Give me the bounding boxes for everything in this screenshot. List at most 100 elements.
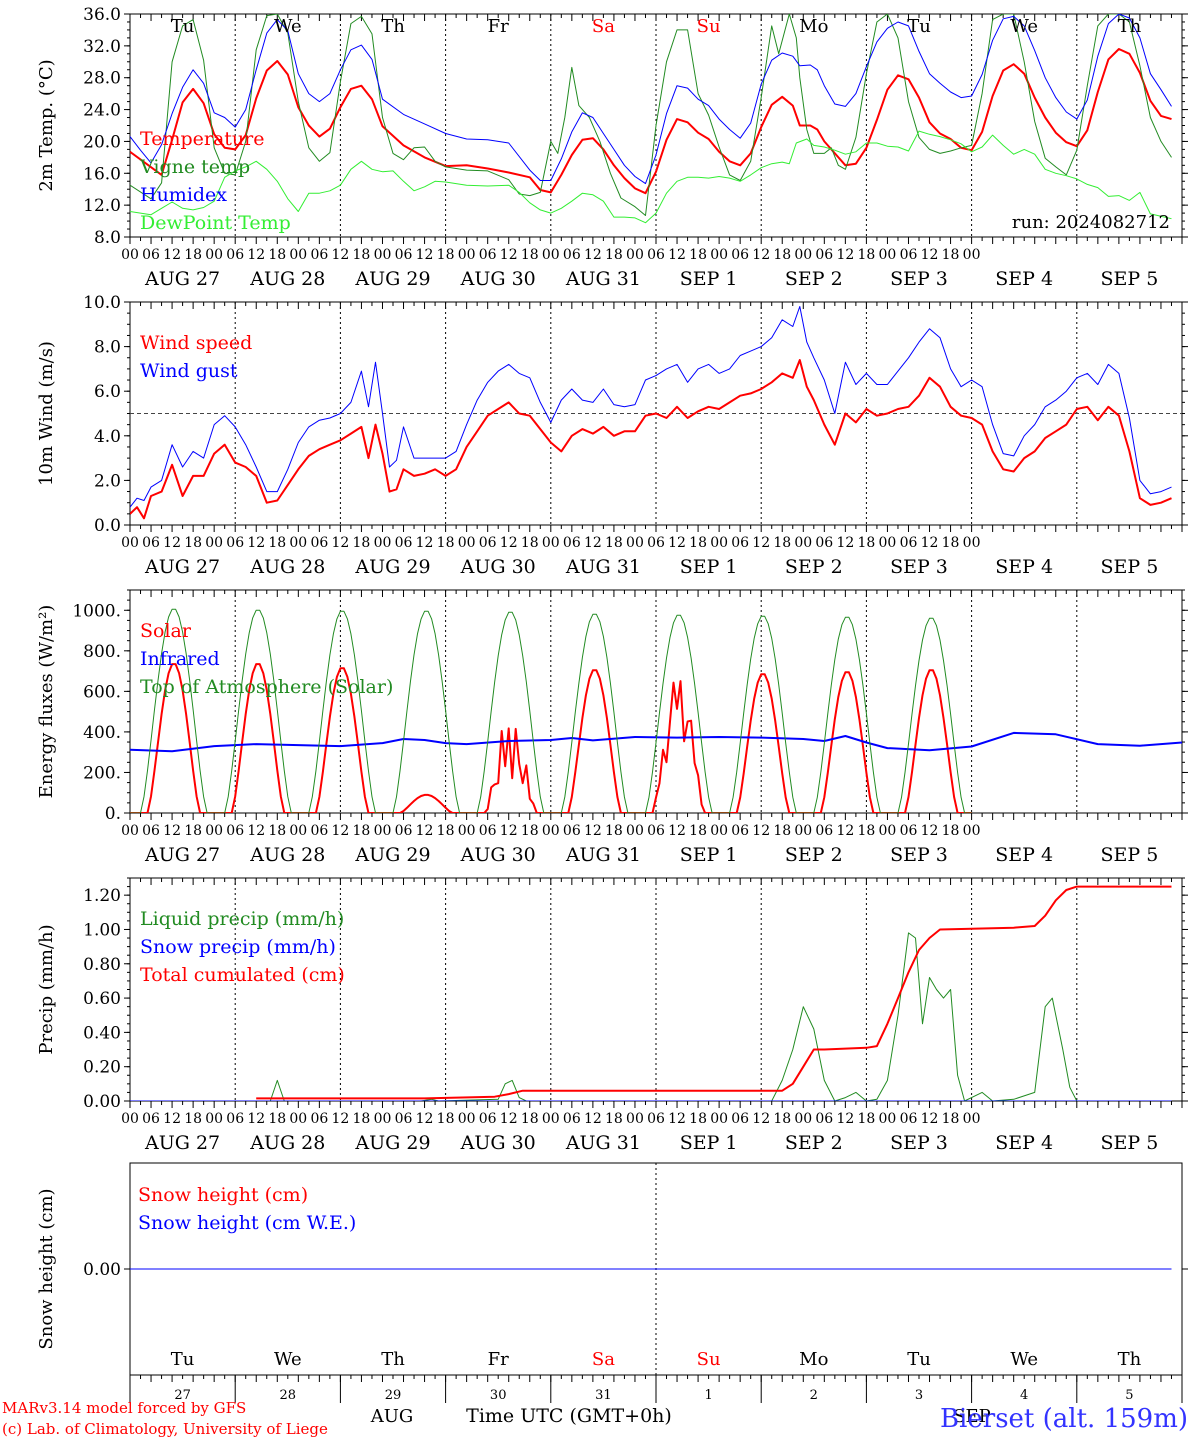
hour-tick-label: 06 (142, 823, 160, 839)
hour-tick-label: 06 (395, 823, 413, 839)
date-label: SEP 4 (995, 1132, 1053, 1154)
hour-tick-label: 18 (773, 535, 791, 551)
hour-tick-label: 18 (689, 1111, 707, 1127)
hour-tick-label: 18 (353, 535, 371, 551)
hour-tick-label: 12 (416, 535, 434, 551)
hour-tick-label: 00 (626, 1111, 644, 1127)
hour-tick-label: 18 (521, 1111, 539, 1127)
weekday-label: Th (1118, 1349, 1142, 1370)
y-tick-label: 400. (83, 723, 121, 743)
hour-tick-label: 00 (626, 247, 644, 263)
series-line-liquid-precip-mm-h- (130, 932, 1172, 1101)
y-tick-label: 12.0 (83, 196, 121, 216)
hour-tick-label: 12 (500, 1111, 518, 1127)
y-tick-label: 200. (83, 763, 121, 783)
hour-tick-label: 18 (605, 247, 623, 263)
date-label: AUG 31 (565, 268, 641, 290)
hour-tick-label: 06 (226, 823, 244, 839)
y-tick-label: 20.0 (83, 132, 121, 152)
hour-tick-label: 00 (458, 247, 476, 263)
hour-tick-label: 18 (857, 535, 875, 551)
hour-tick-label: 12 (584, 535, 602, 551)
hour-tick-label: 06 (310, 823, 328, 839)
legend-entry: Top of Atmosphere (Solar) (140, 676, 393, 698)
hour-tick-label: 00 (542, 535, 560, 551)
hour-tick-label: 12 (247, 1111, 265, 1127)
date-label: AUG 31 (565, 556, 641, 578)
hour-tick-label: 18 (521, 535, 539, 551)
date-label: SEP 1 (680, 844, 738, 866)
date-label: AUG 29 (354, 844, 430, 866)
y-tick-label: 0.00 (83, 1092, 121, 1112)
time-axis-title: Time UTC (GMT+0h) (466, 1405, 672, 1427)
date-label: AUG 28 (249, 556, 325, 578)
hour-tick-label: 00 (794, 823, 812, 839)
hour-tick-label: 00 (963, 823, 981, 839)
hour-tick-label: 18 (857, 247, 875, 263)
hour-tick-label: 00 (289, 1111, 307, 1127)
hour-tick-label: 06 (310, 535, 328, 551)
date-label: AUG 31 (565, 1132, 641, 1154)
date-label: SEP 4 (995, 844, 1053, 866)
hour-tick-label: 00 (542, 823, 560, 839)
hour-tick-label: 18 (689, 535, 707, 551)
day-number-label: 30 (490, 1388, 507, 1403)
hour-tick-label: 06 (563, 1111, 581, 1127)
date-label: AUG 28 (249, 1132, 325, 1154)
panel-2: 0.0 2.0 4.0 6.0 8.0 10.0 10m Wind (m/s) Wind sp… (36, 293, 1188, 578)
hour-tick-label: 06 (226, 535, 244, 551)
hour-tick-label: 18 (268, 1111, 286, 1127)
y-tick-label: 600. (83, 682, 121, 702)
hour-tick-label: 12 (163, 535, 181, 551)
hour-tick-label: 06 (647, 1111, 665, 1127)
y-tick-label: 36.0 (83, 5, 121, 25)
y-tick-label: 0.80 (83, 955, 121, 975)
date-label: SEP 2 (785, 844, 843, 866)
weekday-label: Fr (488, 16, 509, 37)
day-number-label: 31 (595, 1388, 612, 1403)
y-tick-label: 28.0 (83, 69, 121, 89)
hour-tick-label: 00 (121, 535, 139, 551)
hour-tick-label: 18 (942, 247, 960, 263)
legend-entry: Solar (140, 620, 192, 642)
day-number-label: 27 (174, 1388, 191, 1403)
hour-tick-label: 00 (879, 535, 897, 551)
hour-tick-label: 12 (584, 247, 602, 263)
hour-tick-label: 18 (184, 823, 202, 839)
hour-tick-label: 06 (395, 1111, 413, 1127)
hour-tick-label: 00 (205, 1111, 223, 1127)
hour-tick-label: 06 (731, 247, 749, 263)
date-label: SEP 2 (785, 556, 843, 578)
series-line-dewpoint-temp (130, 130, 1172, 224)
hour-tick-label: 18 (857, 823, 875, 839)
weekday-label: Sa (592, 1349, 615, 1370)
date-label: SEP 4 (995, 556, 1053, 578)
date-label: SEP 3 (890, 268, 948, 290)
hour-tick-label: 00 (374, 1111, 392, 1127)
y-tick-label: 800. (83, 642, 121, 662)
hour-tick-label: 18 (437, 1111, 455, 1127)
date-label: SEP 5 (1100, 268, 1158, 290)
hour-tick-label: 12 (331, 1111, 349, 1127)
hour-tick-label: 12 (752, 247, 770, 263)
hour-tick-label: 12 (921, 247, 939, 263)
series-group (130, 306, 1172, 520)
hour-tick-label: 12 (584, 1111, 602, 1127)
weekday-label: Mo (799, 16, 828, 37)
date-label: AUG 30 (460, 556, 536, 578)
hour-tick-label: 12 (331, 247, 349, 263)
hour-tick-label: 18 (353, 1111, 371, 1127)
hour-tick-label: 12 (247, 247, 265, 263)
date-label: SEP 3 (890, 556, 948, 578)
month-label-left: AUG (370, 1406, 414, 1427)
hour-tick-label: 18 (268, 247, 286, 263)
weekday-label: Th (381, 16, 405, 37)
hour-tick-label: 18 (773, 823, 791, 839)
date-label: SEP 1 (680, 268, 738, 290)
y-tick-label: 0.20 (83, 1058, 121, 1078)
hour-tick-label: 12 (752, 535, 770, 551)
y-tick-label: 8.0 (94, 338, 121, 358)
hour-tick-label: 12 (500, 535, 518, 551)
hour-tick-label: 06 (815, 247, 833, 263)
hour-tick-label: 00 (121, 1111, 139, 1127)
